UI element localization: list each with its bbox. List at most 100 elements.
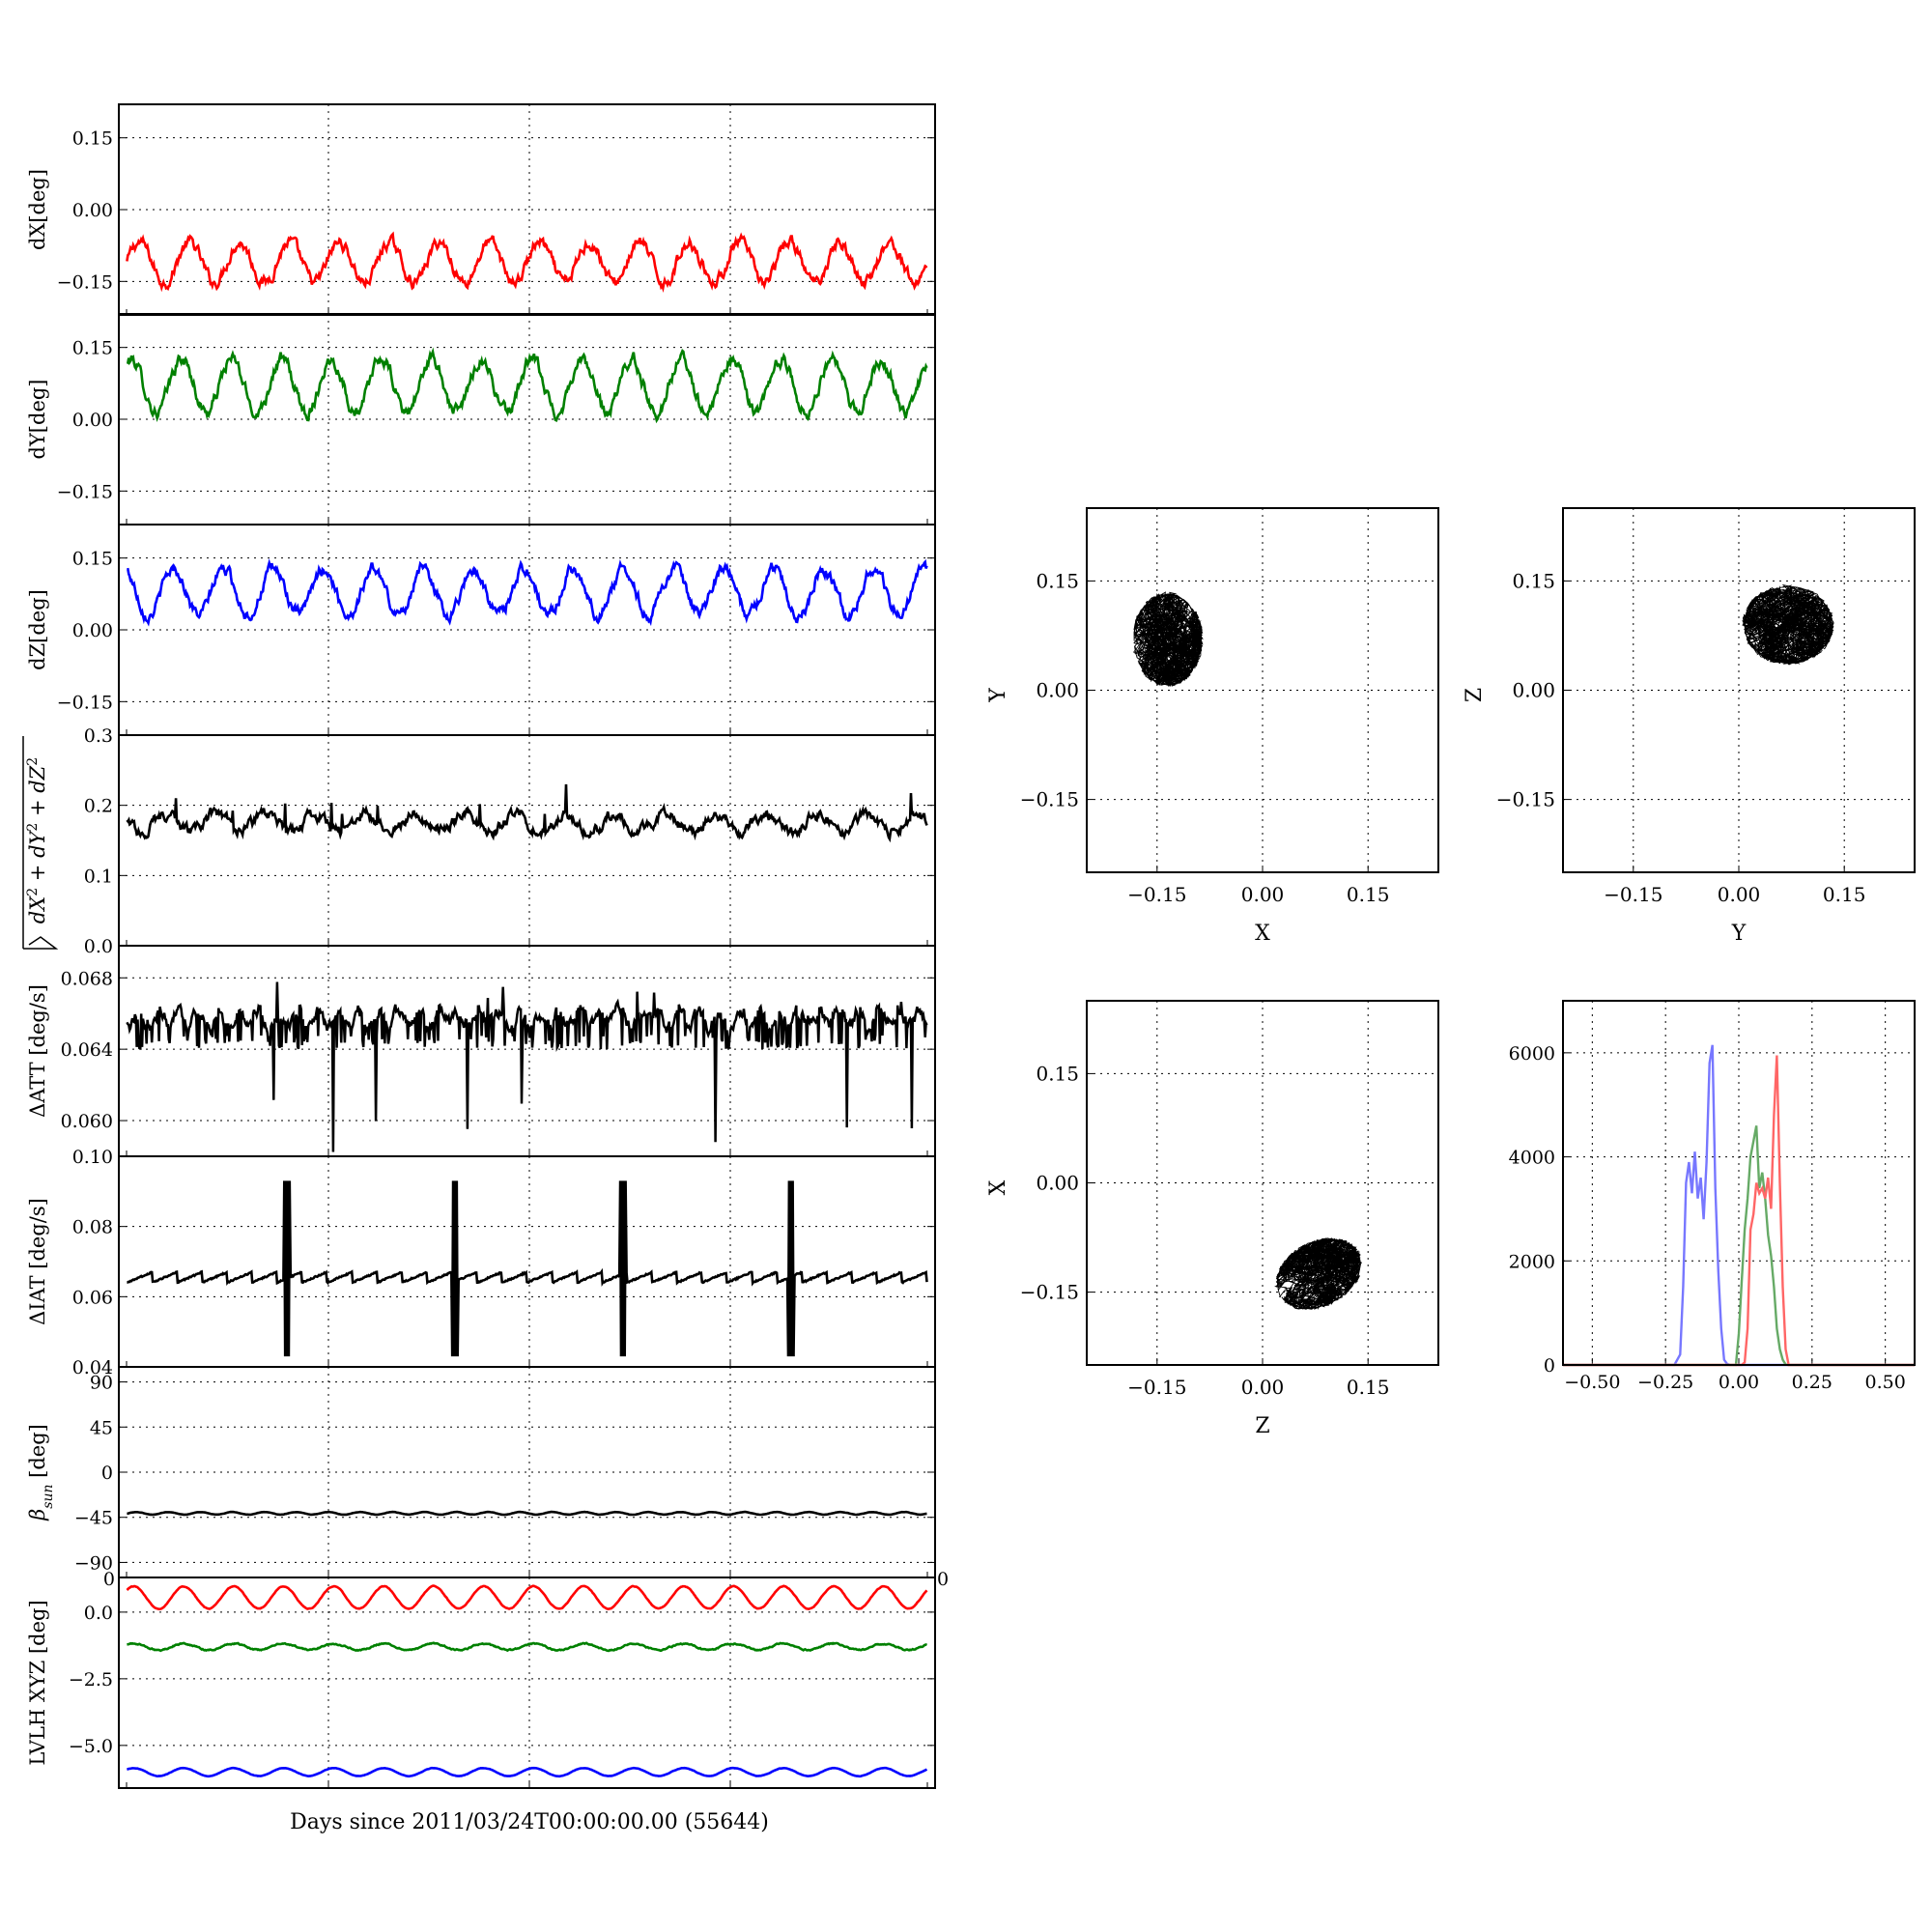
xy-frame bbox=[1086, 507, 1439, 873]
xy-ytick-label-1: 0.00 bbox=[1036, 679, 1079, 702]
hist-xtick-label-2: 0.00 bbox=[1719, 1372, 1759, 1393]
dz-ylabel: dZ[deg] bbox=[26, 589, 49, 670]
hist-xtick-label-4: 0.50 bbox=[1865, 1372, 1906, 1393]
lvlh-series-1 bbox=[127, 1641, 928, 1653]
dz-ytick-label-0: 0.15 bbox=[72, 549, 113, 570]
dx-series-0 bbox=[126, 231, 928, 294]
hist-ytick-label-2: 2000 bbox=[1509, 1251, 1555, 1272]
zx-trajectory bbox=[1274, 1237, 1363, 1310]
panel-diat: 0.10 0.08 0.06 0.04 ΔIAT [deg/s] bbox=[26, 1147, 936, 1378]
yz-xtick-label-0: −0.15 bbox=[1604, 883, 1662, 906]
zx-ytick-label-1: 0.00 bbox=[1036, 1172, 1079, 1195]
yz-ytick-label-2: −0.15 bbox=[1496, 788, 1555, 811]
panel-zx: −0.15 0.00 0.15 0.15 0.00 −0.15 Z X bbox=[986, 1000, 1439, 1438]
datt-ytick-label-2: 0.060 bbox=[61, 1111, 113, 1132]
lvlh-corner-label-right: 0 bbox=[937, 1569, 949, 1590]
zx-ytick-label-0: 0.15 bbox=[1036, 1062, 1079, 1085]
beta-ytick-label-0: 90 bbox=[90, 1373, 113, 1394]
hist-series-0 bbox=[1563, 1044, 1915, 1367]
dy-ytick-label-0: 0.15 bbox=[72, 338, 113, 359]
hist-xtick-label-0: −0.50 bbox=[1564, 1372, 1620, 1393]
diat-ylabel: ΔIAT [deg/s] bbox=[26, 1198, 49, 1325]
zx-xtick-label-0: −0.15 bbox=[1127, 1376, 1186, 1399]
dx-ylabel: dX[deg] bbox=[26, 169, 49, 250]
lvlh-ytick-label-2: −5.0 bbox=[69, 1736, 113, 1757]
dr-ytick-label-0: 0.3 bbox=[84, 725, 113, 747]
zx-xtick-label-2: 0.15 bbox=[1347, 1376, 1390, 1399]
dr-ytick-label-1: 0.2 bbox=[84, 796, 113, 817]
dr-ylabel-term: + dY bbox=[26, 829, 49, 887]
dr-ylabel-term: dX bbox=[26, 895, 49, 923]
dy-ylabel: dY[deg] bbox=[26, 379, 49, 459]
dr-series-0 bbox=[126, 783, 928, 843]
xy-xtick-label-1: 0.00 bbox=[1241, 883, 1285, 906]
yz-ytick-label-0: 0.15 bbox=[1512, 569, 1555, 592]
zx-ytick-label-2: −0.15 bbox=[1020, 1281, 1079, 1304]
xy-ytick-label-2: −0.15 bbox=[1020, 788, 1079, 811]
hist-xtick-label-3: 0.25 bbox=[1792, 1372, 1833, 1393]
yz-ytick-label-1: 0.00 bbox=[1512, 679, 1555, 702]
dy-ytick-label-2: −0.15 bbox=[57, 481, 113, 502]
hist-ytick-label-1: 4000 bbox=[1509, 1148, 1555, 1169]
beta-ylabel-symbol: β bbox=[26, 1509, 49, 1521]
datt-series-0 bbox=[126, 981, 928, 1152]
beta-ylabel-unit: [deg] bbox=[26, 1424, 49, 1484]
yz-trajectory bbox=[1742, 583, 1834, 666]
diat-ytick-label-3: 0.04 bbox=[72, 1357, 113, 1378]
panel-lvlh: 0.0 −2.5 −5.0 LVLH XYZ [deg] 0 0 bbox=[26, 1569, 949, 1789]
panel-dr: 0.3 0.2 0.1 0.0 dX2 + dY2 + dZ2 bbox=[22, 725, 936, 957]
panel-yz: −0.15 0.00 0.15 0.15 0.00 −0.15 Y Z bbox=[1463, 507, 1916, 946]
dr-ytick-label-2: 0.1 bbox=[84, 866, 113, 887]
hist-ytick-label-3: 0 bbox=[1544, 1355, 1555, 1377]
dr-ylabel-exponent: 2 bbox=[25, 888, 41, 896]
datt-frame bbox=[118, 945, 936, 1157]
panels-layer: 0.150.00−0.15dX[deg]0.150.00−0.15dY[deg]… bbox=[22, 103, 1916, 1789]
panel-dz: 0.15 0.00 −0.15 dZ[deg] bbox=[26, 524, 936, 736]
yz-xlabel: Y bbox=[1731, 922, 1747, 946]
dr-ytick-label-3: 0.0 bbox=[84, 936, 113, 957]
beta-ytick-label-2: 0 bbox=[101, 1463, 113, 1484]
diat-ytick-label-2: 0.06 bbox=[72, 1287, 113, 1308]
yz-xtick-label-1: 0.00 bbox=[1718, 883, 1761, 906]
datt-ylabel: ΔATT [deg/s] bbox=[26, 984, 49, 1118]
beta-ylabel: βsun [deg] bbox=[26, 1424, 56, 1521]
panel-dy: 0.15 0.00 −0.15 dY[deg] bbox=[26, 313, 936, 526]
dz-series-0 bbox=[127, 558, 928, 627]
zx-xlabel: Z bbox=[1255, 1414, 1269, 1438]
beta-ytick-label-1: 45 bbox=[90, 1417, 113, 1438]
lvlh-ylabel: LVLH XYZ [deg] bbox=[26, 1600, 49, 1765]
diat-ytick-label-0: 0.10 bbox=[72, 1147, 113, 1168]
panel-datt: 0.068 0.064 0.060 ΔATT [deg/s] bbox=[26, 945, 936, 1157]
zx-ylabel: X bbox=[986, 1179, 1010, 1195]
hist-ytick-label-0: 6000 bbox=[1509, 1043, 1555, 1065]
beta-series-0 bbox=[127, 1510, 927, 1517]
yz-xtick-label-2: 0.15 bbox=[1823, 883, 1866, 906]
hist-frame bbox=[1562, 1000, 1916, 1366]
diat-frame bbox=[118, 1155, 936, 1368]
dx-ytick-label-2: −0.15 bbox=[57, 271, 113, 293]
xy-ylabel: Y bbox=[986, 688, 1010, 703]
beta-ytick-label-4: −90 bbox=[74, 1552, 113, 1574]
dy-series-0 bbox=[126, 347, 928, 424]
dz-ytick-label-2: −0.15 bbox=[57, 692, 113, 713]
datt-ytick-label-1: 0.064 bbox=[61, 1039, 113, 1061]
lvlh-corner-label-left: 0 bbox=[103, 1569, 115, 1590]
xy-trajectory bbox=[1133, 591, 1204, 687]
dr-ylabel-term: + dZ bbox=[26, 765, 49, 822]
hist-series-1 bbox=[1563, 1125, 1915, 1367]
zx-xtick-label-1: 0.00 bbox=[1241, 1376, 1285, 1399]
zx-frame bbox=[1086, 1000, 1439, 1366]
dz-ytick-label-1: 0.00 bbox=[72, 620, 113, 641]
dr-frame bbox=[118, 734, 936, 947]
dr-ylabel-exponent: 2 bbox=[25, 823, 41, 832]
dr-ylabel: dX2 + dY2 + dZ2 bbox=[25, 757, 49, 923]
hist-xtick-label-1: −0.25 bbox=[1637, 1372, 1693, 1393]
xy-ytick-label-0: 0.15 bbox=[1036, 569, 1079, 592]
diat-series-0 bbox=[127, 1180, 928, 1357]
lvlh-frame bbox=[118, 1577, 936, 1789]
datt-ytick-label-0: 0.068 bbox=[61, 968, 113, 989]
dx-ytick-label-0: 0.15 bbox=[72, 128, 113, 150]
xy-xtick-label-0: −0.15 bbox=[1127, 883, 1186, 906]
dx-ytick-label-1: 0.00 bbox=[72, 200, 113, 221]
